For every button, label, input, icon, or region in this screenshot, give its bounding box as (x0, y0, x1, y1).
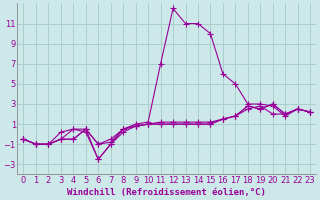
X-axis label: Windchill (Refroidissement éolien,°C): Windchill (Refroidissement éolien,°C) (68, 188, 266, 197)
